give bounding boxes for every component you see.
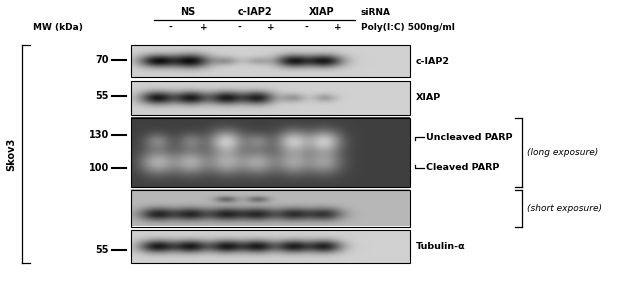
Text: 100: 100 <box>88 163 109 173</box>
Text: XIAP: XIAP <box>309 7 335 17</box>
Text: c-IAP2: c-IAP2 <box>416 57 450 66</box>
Text: Cleaved PARP: Cleaved PARP <box>426 163 499 172</box>
Text: +: + <box>334 23 342 32</box>
Text: XIAP: XIAP <box>416 93 441 102</box>
Text: 70: 70 <box>95 55 109 65</box>
Text: Uncleaved PARP: Uncleaved PARP <box>426 133 512 142</box>
Text: siRNA: siRNA <box>361 8 391 17</box>
Text: -: - <box>169 23 173 32</box>
Text: (long exposure): (long exposure) <box>527 148 598 157</box>
Text: -: - <box>304 23 308 32</box>
Text: -: - <box>237 23 241 32</box>
Text: (short exposure): (short exposure) <box>527 204 602 213</box>
Bar <box>131 81 410 115</box>
Bar <box>131 190 410 226</box>
Text: 55: 55 <box>95 245 109 255</box>
Bar <box>131 118 410 187</box>
Bar <box>131 230 410 263</box>
Text: Poly(I:C) 500ng/ml: Poly(I:C) 500ng/ml <box>361 23 454 32</box>
Text: 55: 55 <box>95 91 109 101</box>
Text: +: + <box>268 23 275 32</box>
Text: 130: 130 <box>88 130 109 140</box>
Text: NS: NS <box>180 7 195 17</box>
Text: Skov3: Skov3 <box>6 137 16 171</box>
Bar <box>131 45 410 77</box>
Text: MW (kDa): MW (kDa) <box>33 23 83 32</box>
Text: Tubulin-α: Tubulin-α <box>416 242 466 251</box>
Text: +: + <box>200 23 208 32</box>
Text: c-IAP2: c-IAP2 <box>238 7 273 17</box>
